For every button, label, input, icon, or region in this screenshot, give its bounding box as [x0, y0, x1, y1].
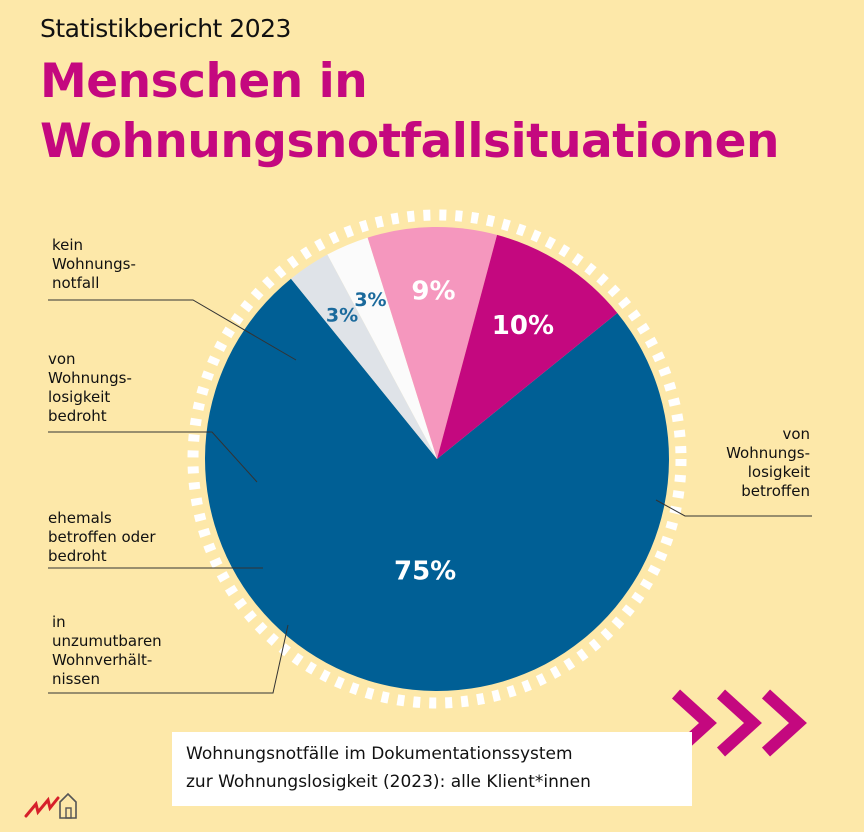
label-ehemals-line: ehemals [48, 509, 112, 527]
slice-value-label: 3% [326, 305, 358, 327]
label-betroffen-line: Wohnungs- [726, 444, 810, 462]
label-betroffen-line: losigkeit [747, 463, 810, 481]
label-kein-notfall-line: kein [52, 236, 84, 254]
slice-value-label: 75% [394, 557, 456, 587]
label-unzumutbar: in unzumutbaren Wohnverhält- nissen [52, 613, 162, 689]
kicker: Statistikbericht 2023 [40, 14, 291, 43]
source-note: Wohnungsnotfälle im Dokumentationssystem… [172, 732, 692, 806]
label-bedroht-line: Wohnungs- [48, 369, 132, 387]
house-logo-icon [24, 792, 77, 819]
pie-slice [367, 227, 498, 459]
title-line-1: Menschen in [40, 54, 368, 109]
pie-slices [205, 227, 670, 692]
title-line-2: Wohnungsnotfallsituationen [40, 114, 779, 169]
label-unzumutbar-line: in [52, 613, 66, 631]
slice-value-label: 9% [411, 276, 455, 306]
label-betroffen-line: betroffen [741, 482, 810, 500]
label-bedroht-line: bedroht [48, 407, 107, 425]
label-unzumutbar-line: Wohnverhält- [52, 651, 153, 669]
pie-slice [205, 278, 670, 692]
leader-lines [48, 299, 812, 694]
label-kein-notfall: kein Wohnungs- notfall [52, 236, 136, 293]
page-title: Menschen in Wohnungsnotfallsituationen [40, 52, 779, 172]
pie-slice [437, 234, 618, 459]
label-kein-notfall-line: notfall [52, 274, 100, 292]
label-ehemals-line: betroffen oder [48, 528, 156, 546]
label-bedroht: von Wohnungs- losigkeit bedroht [48, 350, 132, 426]
label-betroffen-line: von [782, 425, 810, 443]
slice-value-label: 10% [492, 311, 554, 341]
label-ehemals-line: bedroht [48, 547, 107, 565]
label-kein-notfall-line: Wohnungs- [52, 255, 136, 273]
slice-labels: 75% 3%3% 9% 10% [326, 276, 554, 586]
source-line-2: zur Wohnungslosigkeit (2023): alle Klien… [186, 772, 591, 792]
label-betroffen: von Wohnungs- losigkeit betroffen [726, 425, 810, 501]
slice-value-label: 3% [354, 289, 386, 311]
label-ehemals: ehemals betroffen oder bedroht [48, 509, 156, 566]
label-unzumutbar-line: unzumutbaren [52, 632, 162, 650]
leader-line-kein-notfall [48, 299, 297, 361]
leader-line-unzumutbar [48, 624, 289, 694]
leader-line-betroffen [655, 499, 812, 517]
label-bedroht-line: losigkeit [48, 388, 111, 406]
pie-slice [327, 237, 437, 459]
label-unzumutbar-line: nissen [52, 670, 101, 688]
source-line-1: Wohnungsnotfälle im Dokumentationssystem [186, 744, 573, 764]
label-bedroht-line: von [48, 350, 76, 368]
leader-line-bedroht [48, 431, 258, 483]
pie-slice [290, 254, 437, 459]
decorative-ring [187, 209, 687, 709]
